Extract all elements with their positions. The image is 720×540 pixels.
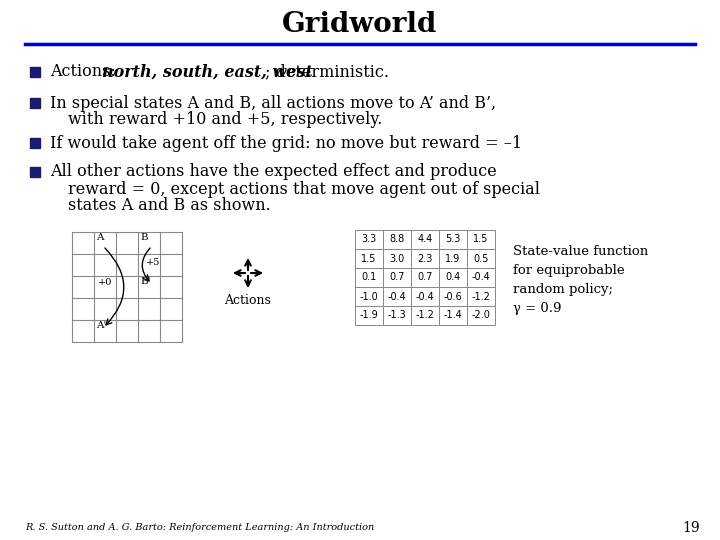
Text: Actions: Actions xyxy=(225,294,271,307)
Text: -0.4: -0.4 xyxy=(472,273,490,282)
Text: +5: +5 xyxy=(146,258,161,267)
Text: 3.3: 3.3 xyxy=(361,234,377,245)
Bar xyxy=(355,230,383,249)
Text: A': A' xyxy=(96,321,107,330)
Text: Actions:: Actions: xyxy=(50,64,121,80)
Text: -2.0: -2.0 xyxy=(472,310,490,321)
Text: B': B' xyxy=(140,277,150,286)
Text: State-value function
for equiprobable
random policy;
γ = 0.9: State-value function for equiprobable ra… xyxy=(513,245,648,315)
Bar xyxy=(467,230,495,249)
Text: -1.3: -1.3 xyxy=(387,310,406,321)
Bar xyxy=(355,306,383,325)
Bar xyxy=(411,230,439,249)
Bar xyxy=(467,249,495,268)
Text: 3.0: 3.0 xyxy=(390,253,405,264)
Bar xyxy=(355,287,383,306)
Bar xyxy=(383,306,411,325)
Bar xyxy=(439,230,467,249)
Text: Gridworld: Gridworld xyxy=(282,11,438,38)
Bar xyxy=(355,268,383,287)
Text: 1.9: 1.9 xyxy=(446,253,461,264)
Text: If would take agent off the grid: no move but reward = –1: If would take agent off the grid: no mov… xyxy=(50,134,522,152)
Text: -1.9: -1.9 xyxy=(359,310,379,321)
Text: -0.4: -0.4 xyxy=(387,292,406,301)
Text: 0.7: 0.7 xyxy=(418,273,433,282)
Text: 0.7: 0.7 xyxy=(390,273,405,282)
Text: B: B xyxy=(140,233,148,242)
Bar xyxy=(439,287,467,306)
Text: 19: 19 xyxy=(683,521,700,535)
Bar xyxy=(30,138,40,148)
Bar xyxy=(30,98,40,108)
Bar xyxy=(439,249,467,268)
Bar xyxy=(383,230,411,249)
Text: 0.4: 0.4 xyxy=(446,273,461,282)
Text: reward = 0, except actions that move agent out of special: reward = 0, except actions that move age… xyxy=(68,180,540,198)
Text: states A and B as shown.: states A and B as shown. xyxy=(68,198,271,214)
Bar xyxy=(467,287,495,306)
Text: -0.6: -0.6 xyxy=(444,292,462,301)
Text: 4.4: 4.4 xyxy=(418,234,433,245)
Bar xyxy=(467,268,495,287)
Text: north, south, east, west: north, south, east, west xyxy=(102,64,312,80)
Text: with reward +10 and +5, respectively.: with reward +10 and +5, respectively. xyxy=(68,111,382,129)
Text: 1.5: 1.5 xyxy=(361,253,377,264)
Bar xyxy=(411,268,439,287)
Text: ; deterministic.: ; deterministic. xyxy=(265,64,389,80)
Text: 5.3: 5.3 xyxy=(445,234,461,245)
Bar xyxy=(383,287,411,306)
Bar xyxy=(439,306,467,325)
Bar xyxy=(439,268,467,287)
Text: -1.0: -1.0 xyxy=(359,292,379,301)
Text: 2.3: 2.3 xyxy=(418,253,433,264)
Text: +0: +0 xyxy=(98,278,112,287)
Bar xyxy=(383,268,411,287)
Text: 0.5: 0.5 xyxy=(473,253,489,264)
Bar xyxy=(411,287,439,306)
Text: -0.4: -0.4 xyxy=(415,292,434,301)
Bar xyxy=(411,249,439,268)
Bar xyxy=(30,67,40,77)
Text: -1.4: -1.4 xyxy=(444,310,462,321)
Text: 0.1: 0.1 xyxy=(361,273,377,282)
Bar xyxy=(30,167,40,177)
Text: A: A xyxy=(96,233,104,242)
Text: R. S. Sutton and A. G. Barto: Reinforcement Learning: An Introduction: R. S. Sutton and A. G. Barto: Reinforcem… xyxy=(25,523,374,532)
Text: In special states A and B, all actions move to A’ and B’,: In special states A and B, all actions m… xyxy=(50,94,496,111)
Text: 1.5: 1.5 xyxy=(473,234,489,245)
Bar xyxy=(355,249,383,268)
Text: -1.2: -1.2 xyxy=(415,310,434,321)
Bar xyxy=(467,306,495,325)
Bar xyxy=(411,306,439,325)
Text: -1.2: -1.2 xyxy=(472,292,490,301)
Bar xyxy=(383,249,411,268)
Text: 8.8: 8.8 xyxy=(390,234,405,245)
Text: All other actions have the expected effect and produce: All other actions have the expected effe… xyxy=(50,164,497,180)
